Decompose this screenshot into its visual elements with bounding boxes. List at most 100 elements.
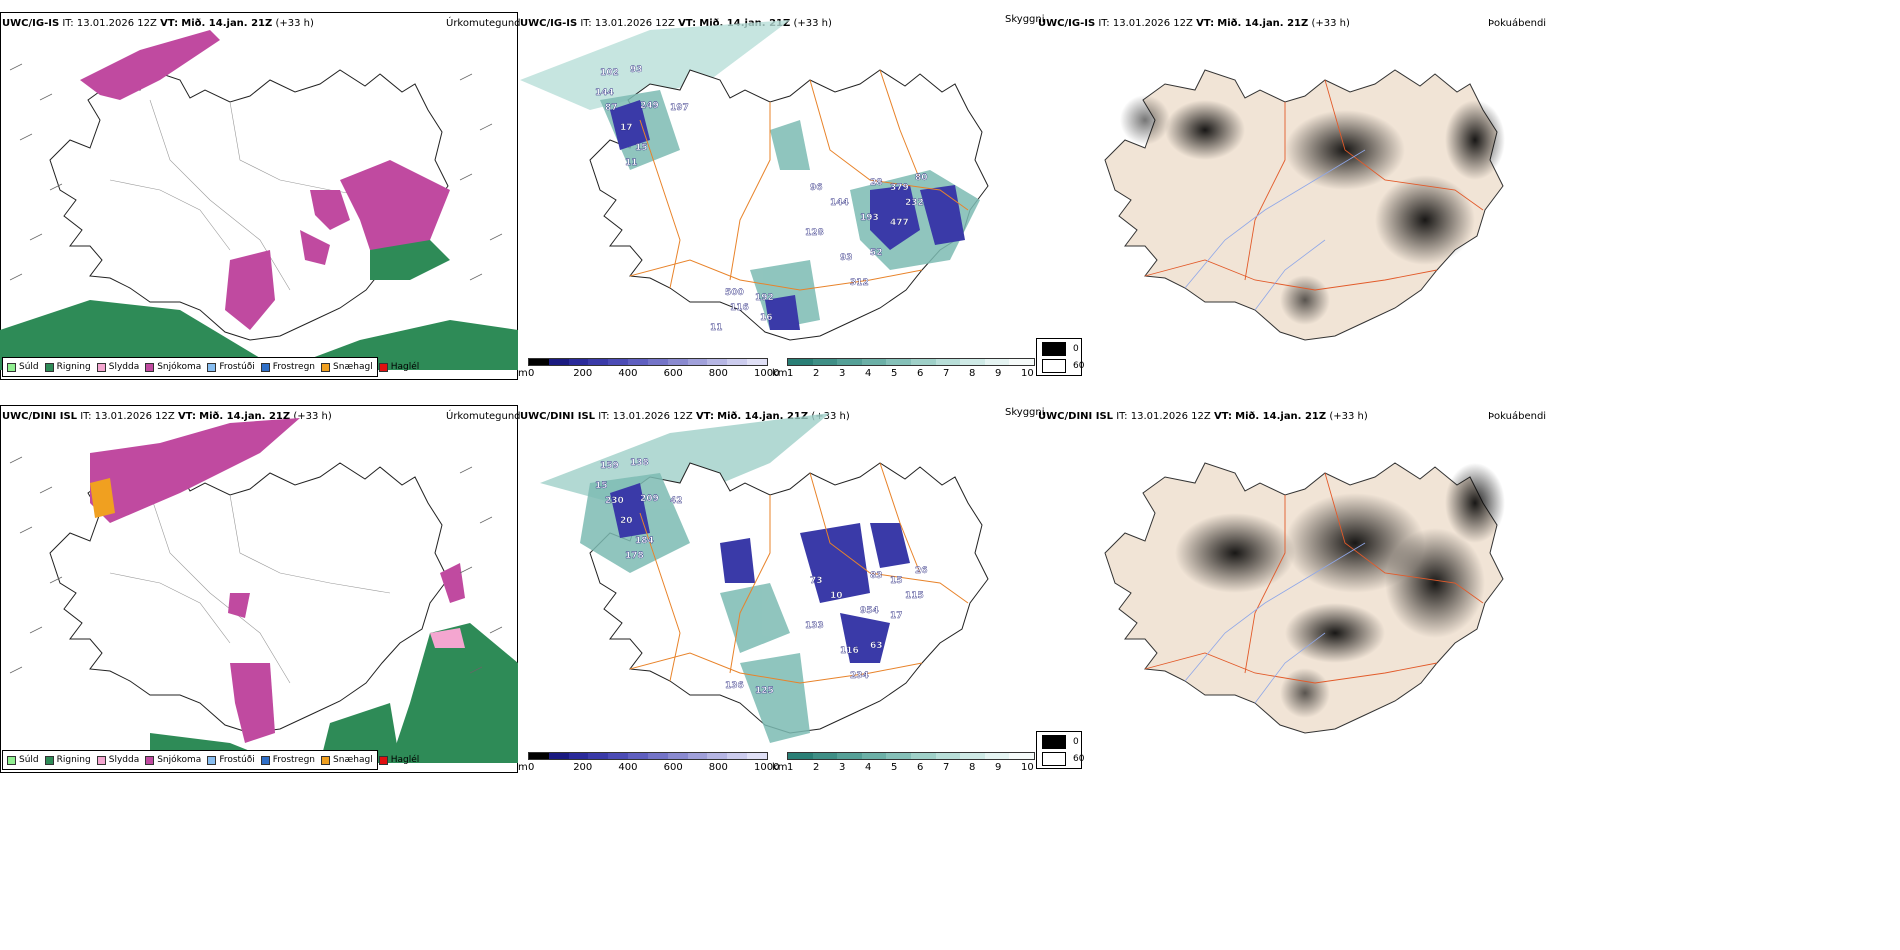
legend-item: Snæhagl	[321, 755, 373, 765]
colorbar-tick-label: 8	[969, 762, 976, 773]
colorbar-segment	[788, 753, 813, 759]
colorbar-segment	[529, 359, 549, 365]
colorbar-tick-label: 400	[618, 368, 638, 379]
ceiling-value-label: 500	[725, 288, 744, 298]
legend-item: Frostregn	[260, 362, 315, 372]
colorbar-segment	[984, 359, 1010, 365]
colorbar-segment	[812, 359, 838, 365]
ceiling-value-label: 17	[620, 123, 633, 133]
colorbar-tick-label: 10	[1021, 368, 1034, 379]
ceiling-value-label: 133	[805, 621, 824, 631]
legend-swatch	[7, 755, 16, 765]
ceiling-value-label: 136	[725, 681, 744, 691]
legend-swatch	[7, 362, 16, 372]
ceiling-value-label: 11	[625, 158, 638, 168]
colorbar-segment	[861, 753, 887, 759]
legend-item: Snæhagl	[321, 362, 373, 372]
ceiling-value-label: 17	[890, 611, 903, 621]
legend-label: Slydda	[108, 755, 140, 765]
colorbar-segment	[707, 753, 728, 759]
fog-map-bottom	[1104, 462, 1505, 734]
legend-item: Súld	[7, 755, 39, 765]
visibility-colorbar-top: km 1 2 3 4 5 6 7 8 9 10	[772, 358, 1037, 382]
legend-swatch	[260, 755, 270, 765]
legend-swatch	[260, 362, 270, 372]
colorbar-tick-label: 600	[663, 368, 683, 379]
legend-label: Haglél	[390, 755, 420, 765]
colorbar-segment	[886, 359, 911, 365]
ceiling-value-label: 116	[730, 303, 749, 313]
ceiling-value-label: 11	[710, 323, 723, 333]
ceiling-value-label: 116	[840, 646, 859, 656]
ceiling-value-label: 96	[810, 183, 823, 193]
ceiling-value-label: 115	[905, 591, 924, 601]
colorbar-segment	[647, 753, 668, 759]
colorbar-segment	[647, 359, 668, 365]
colorbar-tick-label: 7	[943, 368, 950, 379]
precip-type-legend-bottom: Súld Rigning Slydda Snjókoma Frostúði Frostre…	[2, 750, 419, 770]
colorbar-segment	[608, 753, 629, 759]
colorbar-tick-label: 0	[528, 368, 535, 379]
snow-areas	[90, 418, 465, 743]
colorbar-segment	[960, 359, 985, 365]
fog-legend-top: 0 60	[1036, 338, 1084, 376]
colorbar-tick-label: 3	[839, 368, 846, 379]
colorbar-segment	[687, 359, 708, 365]
precip-map-top	[0, 30, 518, 370]
ceiling-value-label: 20	[620, 516, 633, 526]
ceiling-value-label: 312	[850, 278, 869, 288]
colorbar-segment	[984, 753, 1010, 759]
panel-header: UWC/DINI ISL IT: 13.01.2026 12Z VT: Mið.…	[2, 411, 332, 422]
panel-title: Þokuábendi	[1488, 411, 1547, 422]
legend-item: Haglél	[378, 755, 420, 765]
panel-header: UWC/IG-IS IT: 13.01.2026 12Z VT: Mið. 14…	[2, 18, 314, 29]
roads	[1144, 472, 1484, 684]
ceiling-value-label: 184	[635, 536, 654, 546]
colorbar-segment	[568, 753, 589, 759]
ceiling-value-label: 26	[915, 566, 928, 576]
ceiling-value-label: 93	[840, 253, 853, 263]
legend-item: Haglél	[378, 362, 419, 372]
colorbar-segment	[727, 359, 748, 365]
ceiling-value-label: 232	[905, 198, 924, 208]
panel-title: Úrkomutegund	[446, 18, 521, 29]
legend-label: Snæhagl	[333, 755, 373, 765]
legend-item: Frostúði	[207, 362, 255, 372]
fog-areas	[1175, 463, 1505, 718]
colorbar-segment	[886, 753, 911, 759]
legend-label: Frostúði	[219, 362, 255, 372]
colorbar-segment	[588, 359, 609, 365]
ceiling-value-label: 16	[760, 313, 773, 323]
legend-label: Snæhagl	[333, 362, 373, 372]
colorbar-tick-label: 6	[917, 762, 924, 773]
visibility-colorbar-bottom: km 1 2 3 4 5 6 7 8 9 10	[772, 752, 1037, 776]
colorbar-segment	[667, 753, 688, 759]
legend-item: Frostúði	[207, 755, 255, 765]
legend-label: Súld	[19, 362, 39, 372]
ceiling-value-label: 83	[870, 571, 883, 581]
colorbar-tick-label: 3	[839, 762, 846, 773]
colorbar-tick-label: 800	[708, 368, 728, 379]
visibility-map-top	[520, 20, 989, 341]
colorbar-segment	[910, 753, 936, 759]
ceiling-value-label: 52	[870, 248, 883, 258]
panel-header: UWC/IG-IS IT: 13.01.2026 12Z VT: Mið. 14…	[1038, 18, 1350, 29]
colorbar-tick-label: 5	[891, 762, 898, 773]
fog-map-top	[1104, 69, 1505, 341]
panel-header: UWC/DINI ISL IT: 13.01.2026 12Z VT: Mið.…	[520, 411, 850, 422]
panel-header: UWC/DINI ISL IT: 13.01.2026 12Z VT: Mið.…	[1038, 411, 1368, 422]
legend-swatch	[96, 755, 106, 765]
colorbar-tick-label: 0	[528, 762, 535, 773]
colorbar-segment	[837, 359, 862, 365]
colorbar-tick-label: 5	[891, 368, 898, 379]
colorbar-tick-label: 4	[865, 762, 872, 773]
rivers	[1184, 149, 1366, 311]
ceiling-value-label: 87	[605, 103, 618, 113]
ceiling-value-label: 477	[890, 218, 909, 228]
ceiling-value-label: 178	[625, 551, 644, 561]
legend-label: Frostúði	[219, 755, 255, 765]
rivers	[1184, 542, 1366, 704]
legend-swatch	[145, 755, 155, 765]
ceiling-value-label: 209	[640, 494, 659, 504]
